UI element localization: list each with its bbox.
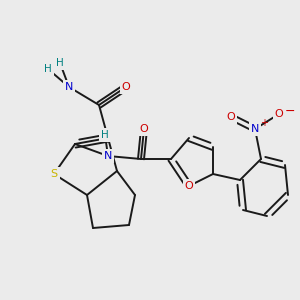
Text: O: O bbox=[184, 181, 194, 191]
Text: +: + bbox=[260, 118, 268, 128]
Text: O: O bbox=[274, 109, 284, 119]
Text: N: N bbox=[104, 151, 112, 161]
Text: O: O bbox=[122, 82, 130, 92]
Text: H: H bbox=[56, 58, 64, 68]
Text: H: H bbox=[44, 64, 52, 74]
Text: S: S bbox=[50, 169, 58, 179]
Text: H: H bbox=[101, 130, 109, 140]
Text: O: O bbox=[226, 112, 236, 122]
Text: O: O bbox=[140, 124, 148, 134]
Text: N: N bbox=[65, 82, 73, 92]
Text: −: − bbox=[284, 104, 295, 118]
Text: N: N bbox=[251, 124, 259, 134]
